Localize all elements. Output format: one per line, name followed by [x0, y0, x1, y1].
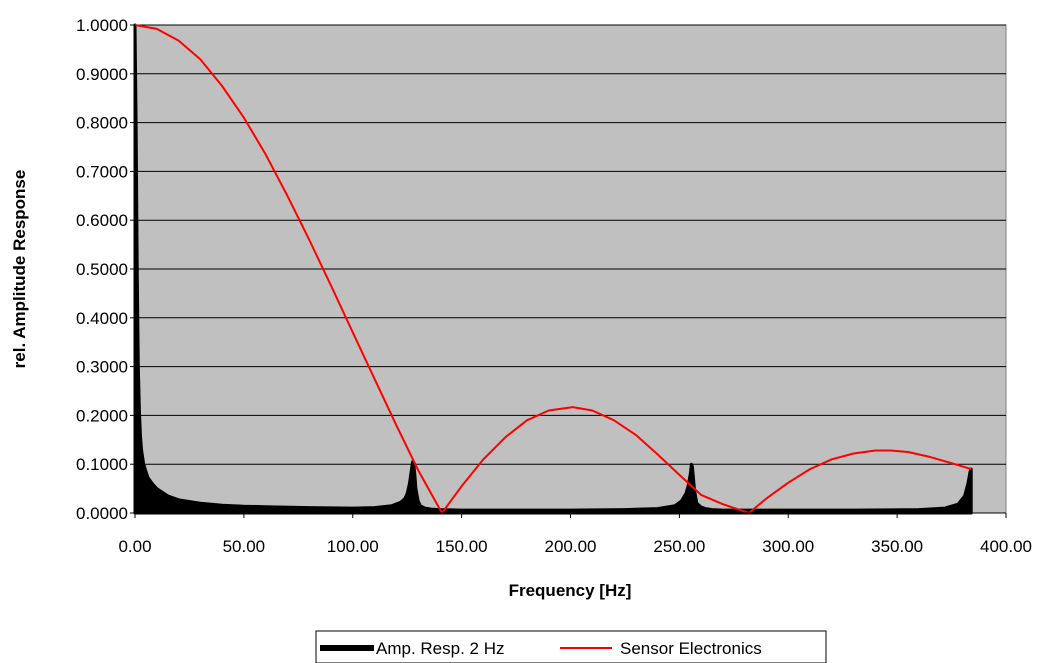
- y-axis-title: rel. Amplitude Response: [10, 170, 29, 369]
- x-tick-label: 150.00: [436, 537, 488, 556]
- y-tick-label: 0.2000: [76, 406, 128, 425]
- y-tick-label: 0.4000: [76, 309, 128, 328]
- x-ticks: 0.00 50.00 100.00 150.00 200.00 250.00 300.00 3…: [118, 513, 1032, 556]
- legend-label-sensor: Sensor Electronics: [620, 639, 762, 658]
- x-tick-label: 0.00: [118, 537, 151, 556]
- y-tick-label: 0.5000: [76, 260, 128, 279]
- x-tick-label: 50.00: [223, 537, 266, 556]
- y-tick-label: 0.7000: [76, 162, 128, 181]
- y-tick-label: 0.8000: [76, 114, 128, 133]
- gridlines: [135, 24, 1006, 465]
- y-tick-label: 0.6000: [76, 211, 128, 230]
- x-tick-label: 350.00: [871, 537, 923, 556]
- series-layer: [133, 23, 973, 515]
- x-axis-title: Frequency [Hz]: [509, 581, 632, 600]
- x-tick-label: 200.00: [545, 537, 597, 556]
- legend: Amp. Resp. 2 Hz Sensor Electronics: [315, 630, 827, 663]
- x-tick-label: 300.00: [762, 537, 814, 556]
- x-tick-label: 250.00: [653, 537, 705, 556]
- y-tick-label: 0.0000: [76, 504, 128, 523]
- y-tick-label: 1.0000: [76, 16, 128, 35]
- legend-label-amp-resp: Amp. Resp. 2 Hz: [376, 639, 505, 658]
- series-amp-resp-area: [133, 23, 973, 515]
- x-tick-label: 400.00: [980, 537, 1032, 556]
- y-ticks: 0.0000 0.1000 0.2000 0.3000 0.4000 0.5000 0.60…: [76, 16, 135, 523]
- y-tick-label: 0.9000: [76, 65, 128, 84]
- x-tick-label: 100.00: [327, 537, 379, 556]
- y-tick-label: 0.3000: [76, 358, 128, 377]
- y-tick-label: 0.1000: [76, 455, 128, 474]
- series-sensor-electronics-line: [134, 24, 972, 514]
